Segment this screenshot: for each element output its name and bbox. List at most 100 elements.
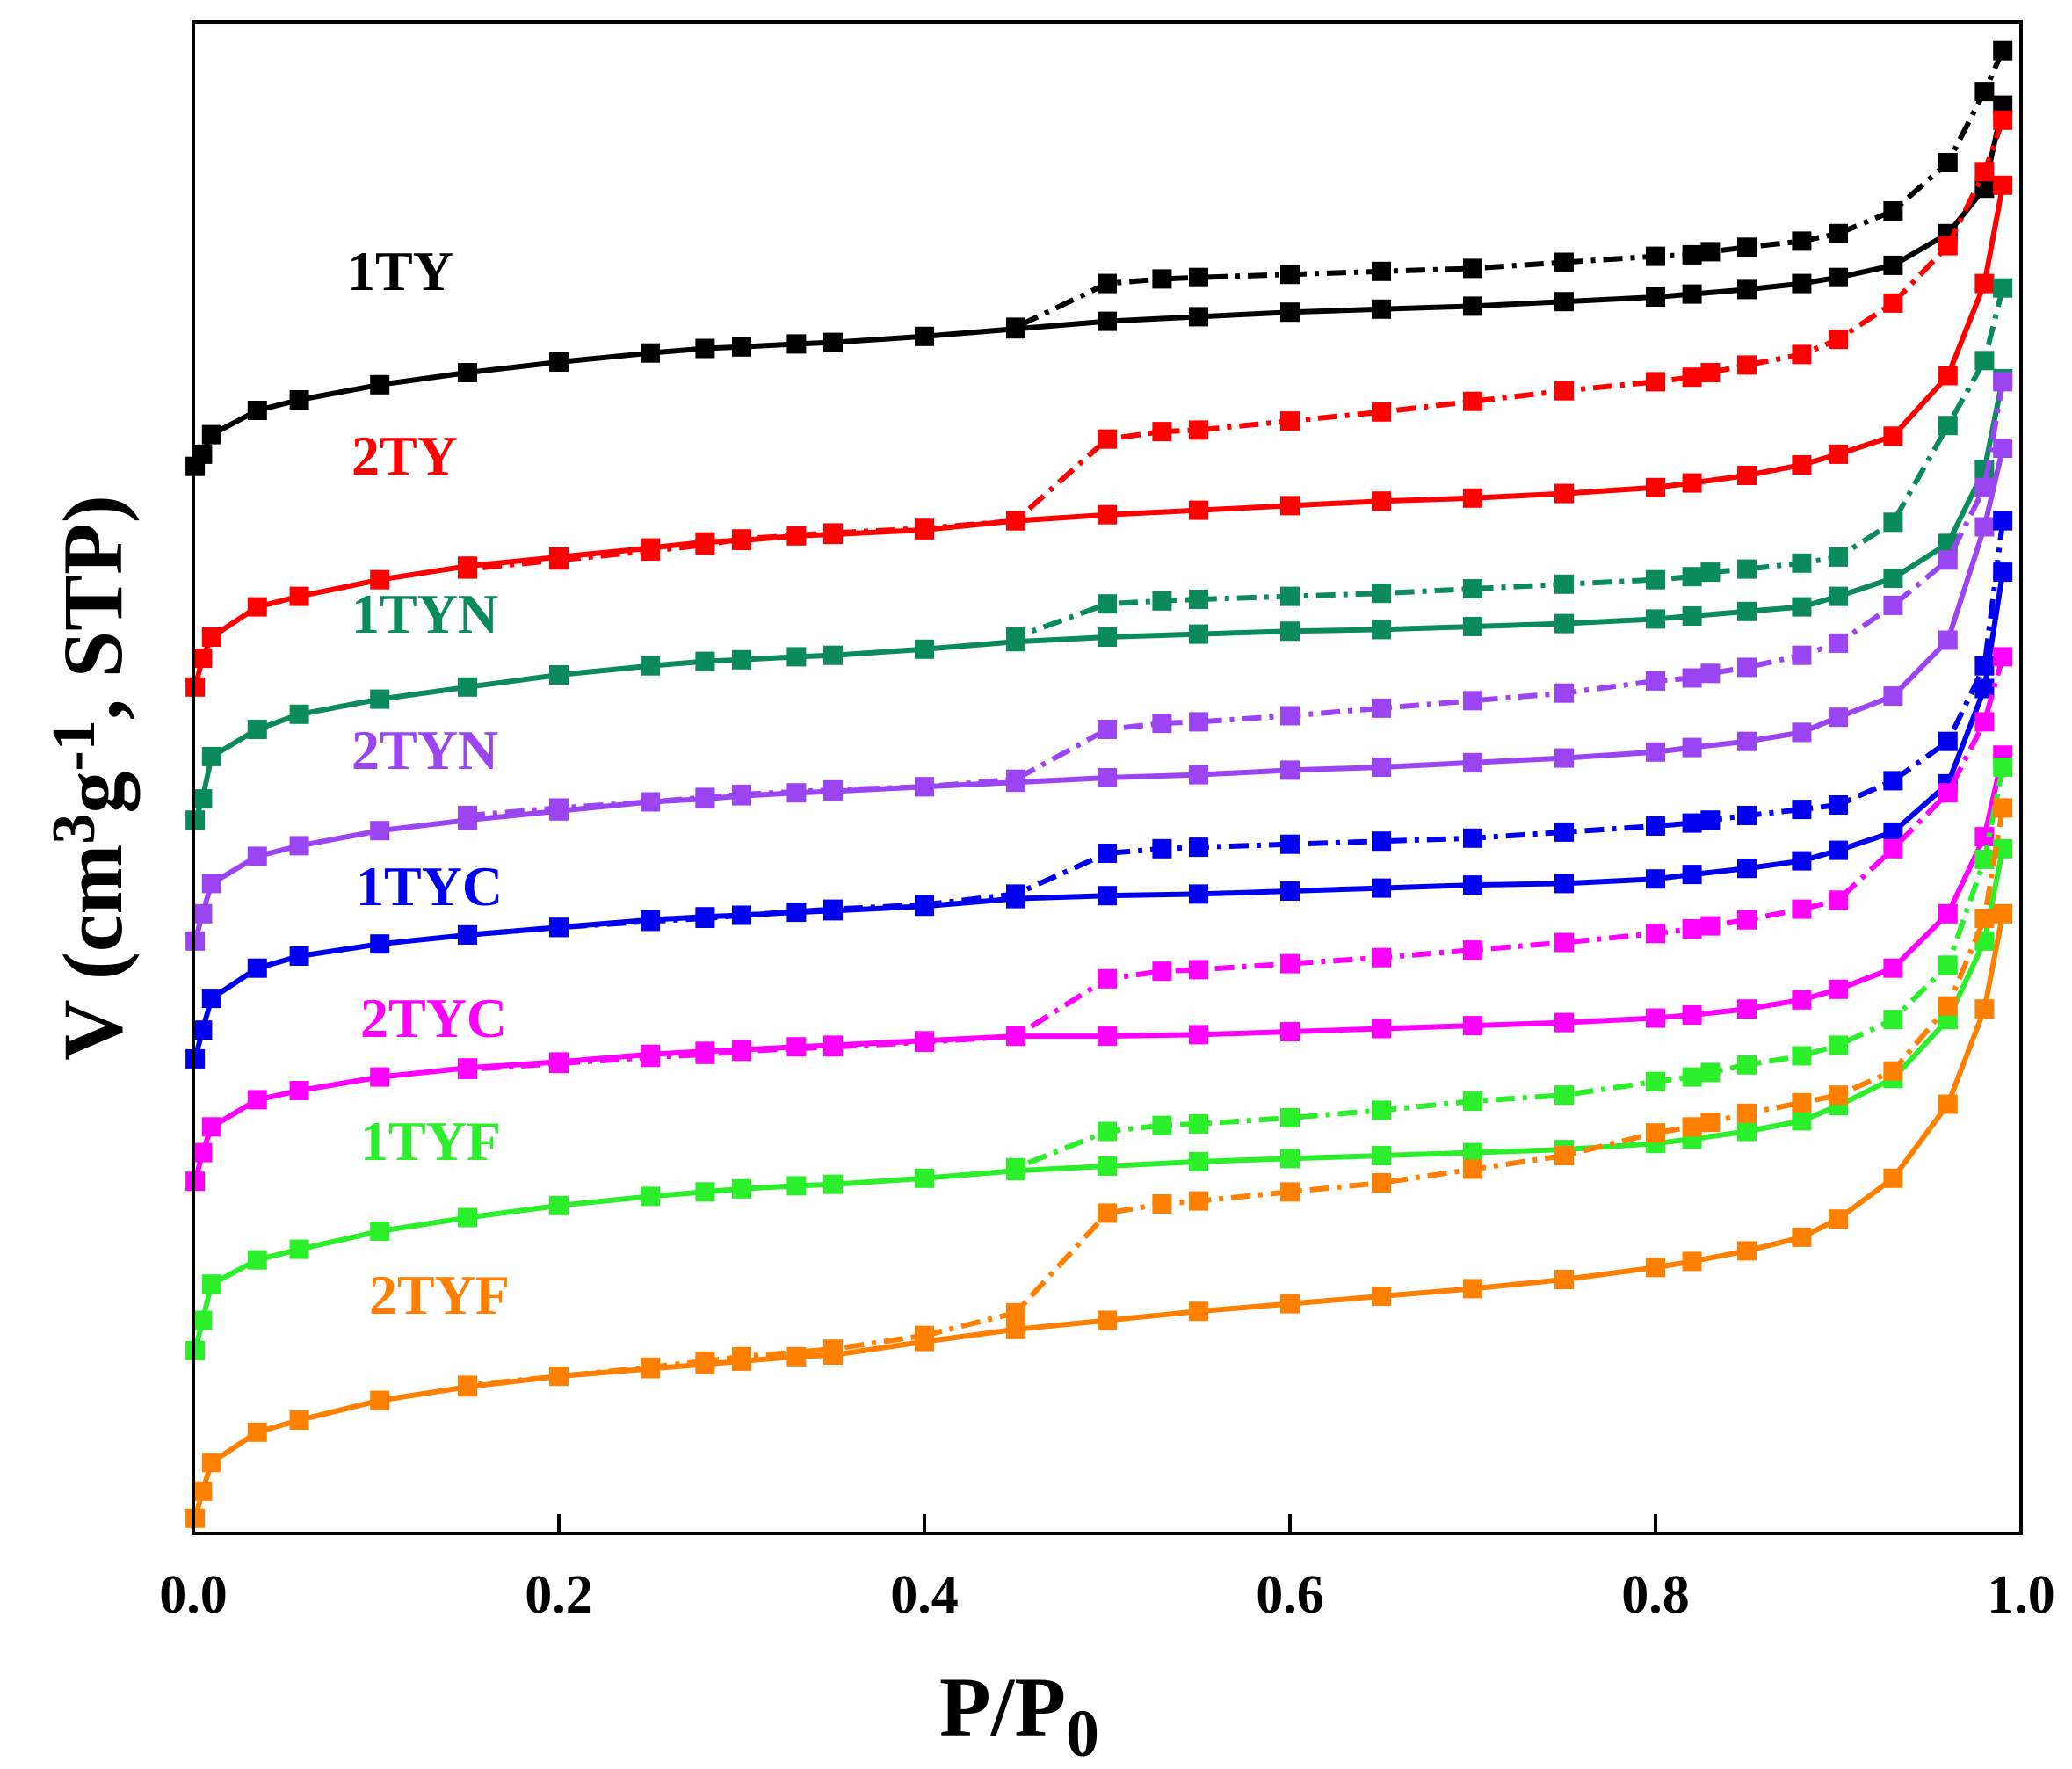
data-point [1098, 429, 1117, 449]
data-point [201, 989, 221, 1009]
data-point [247, 401, 267, 420]
data-point [1280, 496, 1300, 516]
data-point [1098, 1026, 1117, 1047]
data-point [1098, 1310, 1117, 1330]
data-point [1883, 426, 1903, 446]
data-point [1006, 1157, 1025, 1178]
data-point [549, 665, 569, 685]
y-axis-title: V (cm3g-1, STP) [40, 495, 141, 1060]
data-point [1098, 1156, 1117, 1176]
data-point [1006, 1319, 1025, 1339]
data-point [823, 779, 843, 800]
data-point [641, 1357, 660, 1377]
data-point [1372, 698, 1391, 718]
data-point [1829, 795, 1848, 815]
data-point [201, 1453, 221, 1473]
data-point [1883, 512, 1903, 533]
x-tick-label: 0.0 [159, 1565, 228, 1625]
data-point [823, 332, 843, 352]
data-point [1280, 760, 1300, 780]
data-point [1993, 511, 2013, 531]
data-point [1463, 1091, 1482, 1112]
data-point [1993, 95, 2013, 115]
data-point [1646, 671, 1665, 691]
data-point [370, 689, 390, 709]
data-point [1682, 1117, 1702, 1137]
data-point [185, 931, 206, 951]
data-point [786, 334, 807, 354]
data-point [1152, 961, 1172, 982]
data-point [695, 338, 715, 359]
data-point [1189, 307, 1208, 327]
data-point [1280, 881, 1300, 901]
data-point [458, 559, 477, 579]
data-point [786, 647, 807, 667]
data-point [1829, 547, 1848, 567]
data-point [1372, 620, 1391, 640]
data-point [823, 1037, 843, 1057]
data-point [1792, 1092, 1812, 1113]
data-point [1938, 236, 1958, 256]
data-point [915, 777, 934, 797]
data-point [1463, 296, 1482, 316]
data-point [1792, 597, 1812, 617]
data-point [458, 677, 477, 697]
data-point [192, 1020, 213, 1040]
data-point [1152, 591, 1172, 611]
data-point [1554, 1146, 1574, 1165]
series-label: 1TYC [356, 855, 503, 917]
data-point [1682, 813, 1702, 833]
data-point [1682, 284, 1702, 304]
data-point [1554, 748, 1574, 768]
data-point [1098, 1121, 1117, 1142]
data-point [1974, 178, 1995, 199]
x-tick-label: 0.8 [1621, 1565, 1690, 1625]
y-axis-title-sup1: 3 [40, 814, 108, 845]
data-point [1463, 1016, 1482, 1036]
data-point [1938, 550, 1958, 570]
data-point [370, 934, 390, 954]
data-point [786, 1346, 807, 1367]
data-point [1792, 800, 1812, 820]
data-point [192, 649, 213, 669]
data-point [1280, 706, 1300, 726]
data-point [1189, 500, 1208, 520]
data-point [1554, 1012, 1574, 1033]
data-point [695, 1044, 715, 1064]
series-label: 2TYF [369, 1264, 510, 1326]
data-point [185, 1171, 206, 1192]
data-point [1737, 657, 1757, 678]
data-point [1700, 916, 1721, 936]
data-point [370, 569, 390, 590]
data-point [1974, 909, 1995, 928]
data-point [1006, 511, 1025, 531]
data-point [1189, 884, 1208, 904]
data-point [1883, 201, 1903, 221]
data-point [1829, 633, 1848, 653]
data-point [1372, 299, 1391, 319]
data-point [192, 1481, 213, 1501]
x-tick-label: 0.2 [525, 1565, 593, 1625]
data-point [1792, 1111, 1812, 1131]
series-label: 1TYN [351, 583, 498, 645]
data-point [1792, 645, 1812, 665]
series-1TYC [185, 511, 2013, 1069]
data-point [1993, 372, 2013, 392]
data-point [732, 1346, 751, 1367]
data-point [1829, 979, 1848, 999]
data-point [1974, 712, 1995, 732]
data-point [1682, 668, 1702, 688]
data-point [1280, 621, 1300, 642]
data-point [185, 1508, 206, 1528]
data-point [1372, 1287, 1391, 1306]
data-point [247, 1422, 267, 1442]
data-point [1463, 1279, 1482, 1299]
data-point [1993, 647, 2013, 667]
data-point [549, 798, 569, 818]
data-point [1938, 996, 1958, 1016]
data-point [823, 1174, 843, 1194]
data-point [458, 924, 477, 945]
data-point [1006, 769, 1025, 789]
data-point [1883, 771, 1903, 791]
data-point [1006, 1302, 1025, 1323]
